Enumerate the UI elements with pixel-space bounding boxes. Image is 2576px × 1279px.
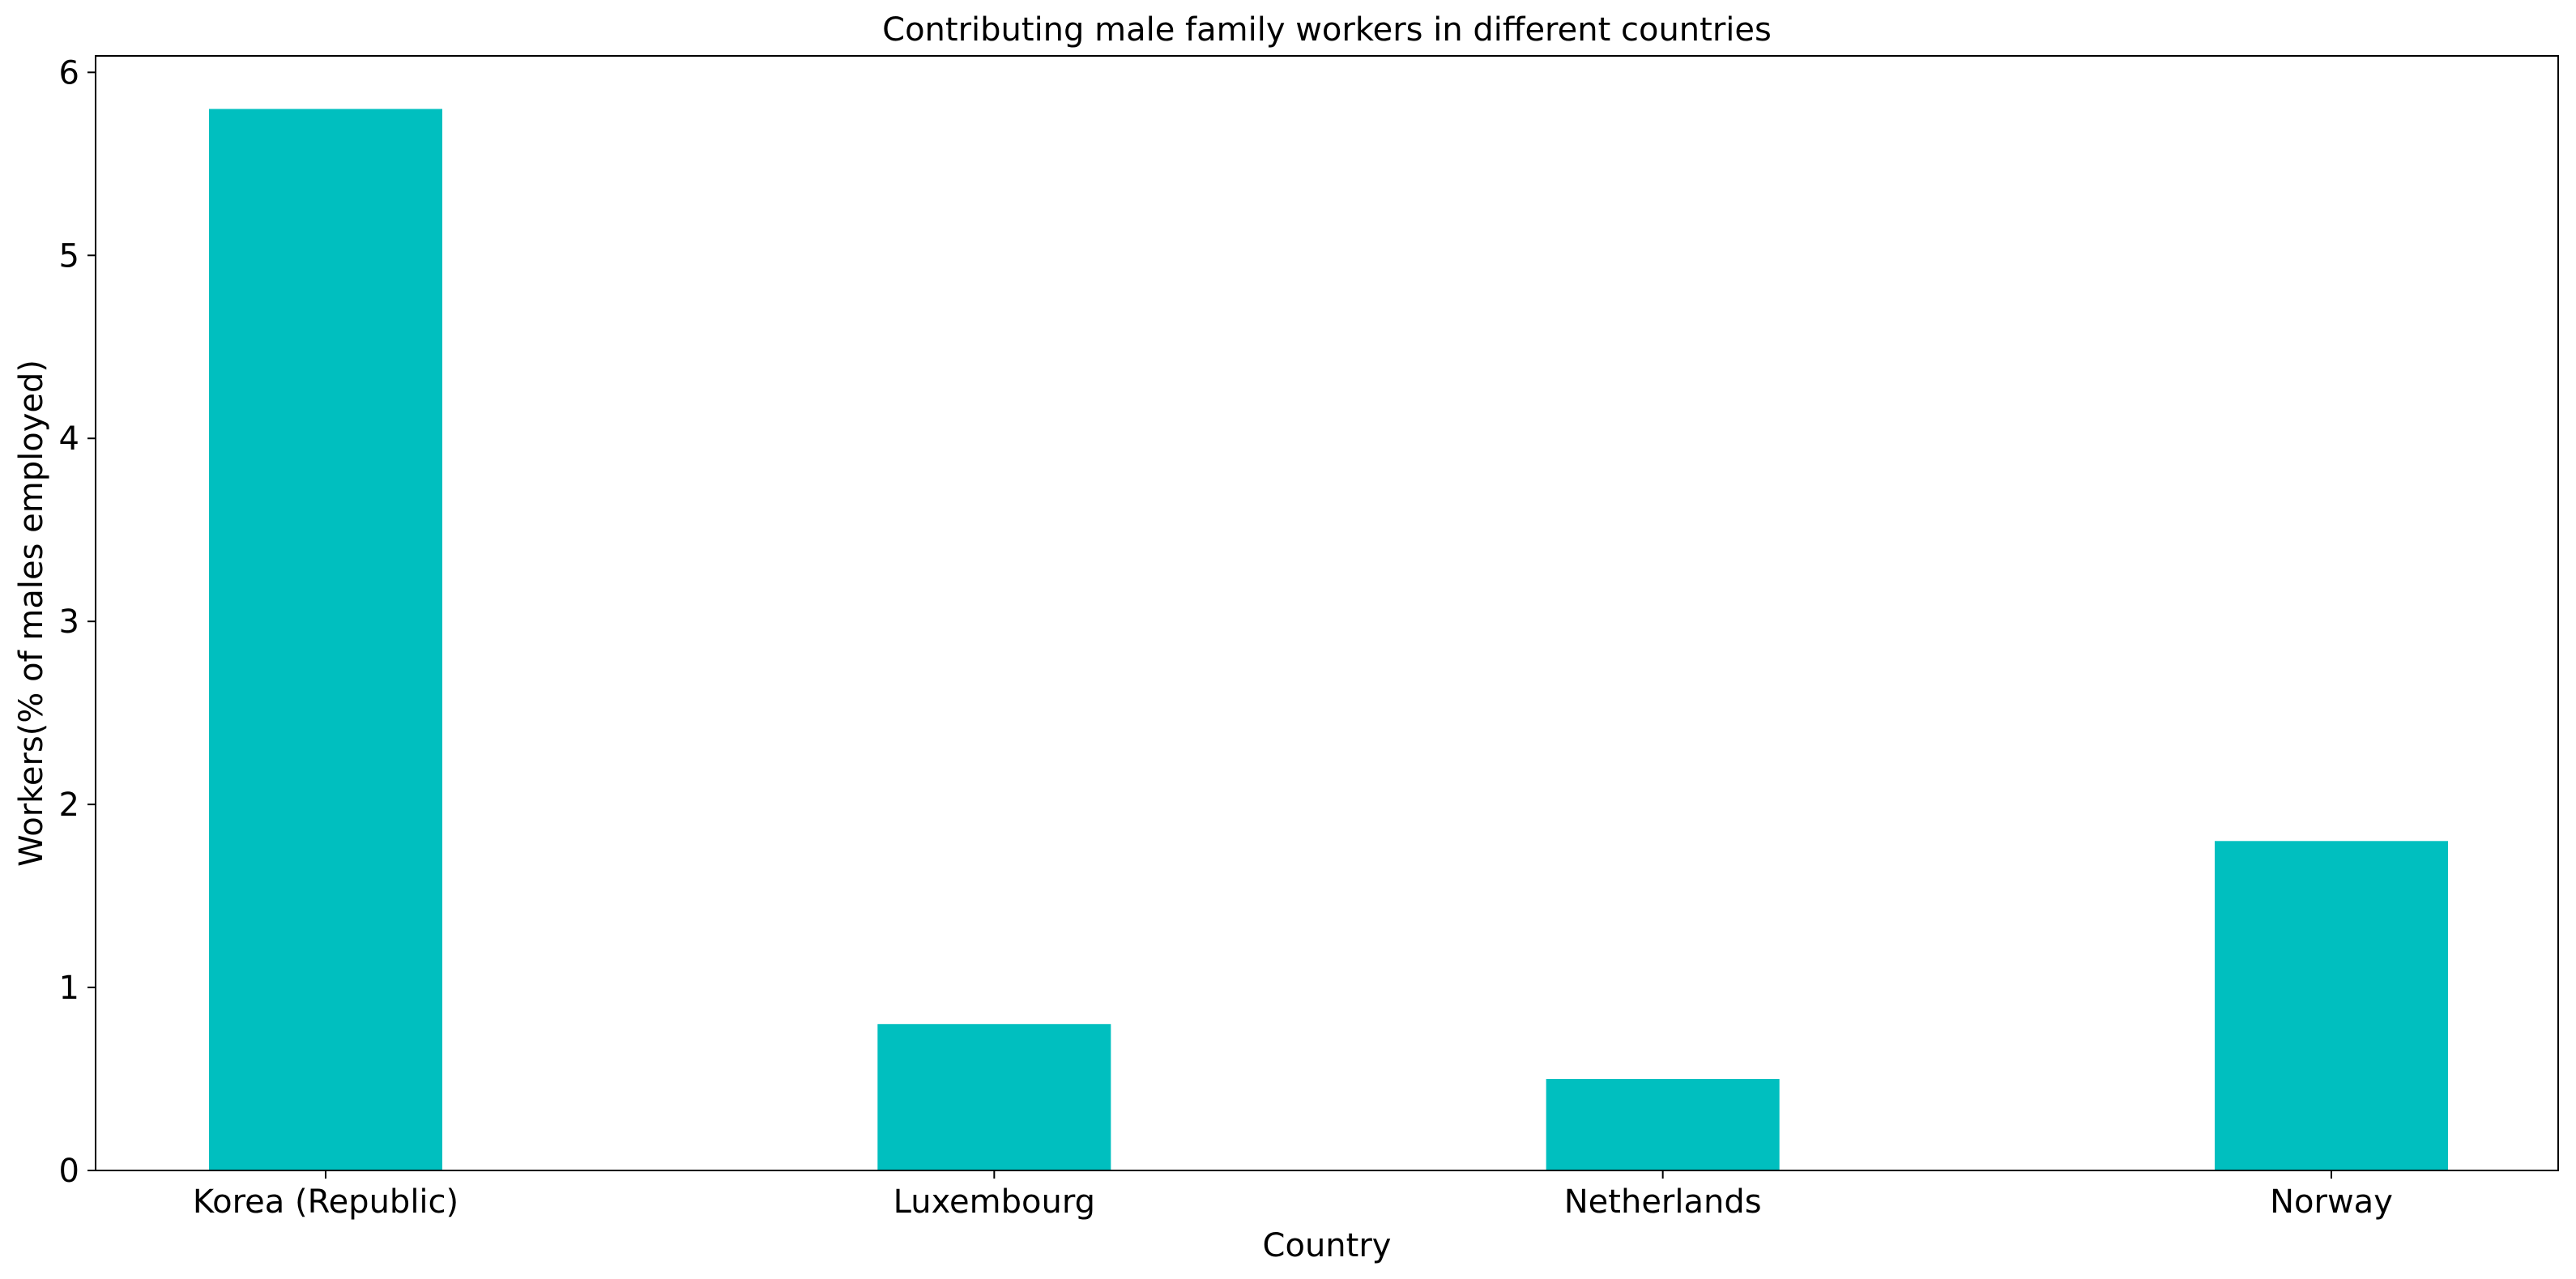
x-tick-label: Luxembourg (893, 1183, 1095, 1221)
x-tick-label: Korea (Republic) (193, 1183, 458, 1221)
y-tick-label: 3 (59, 603, 79, 641)
bar-netherlands (1546, 1079, 1780, 1170)
y-tick-label: 2 (59, 787, 79, 824)
bar-korea-republic (209, 109, 442, 1170)
chart-title: Contributing male family workers in diff… (882, 11, 1772, 49)
y-tick-label: 5 (59, 237, 79, 275)
bar-norway (2215, 841, 2448, 1170)
y-tick-label: 0 (59, 1153, 79, 1190)
x-tick-label: Norway (2270, 1183, 2393, 1221)
plot-frame (95, 55, 2559, 1171)
y-tick-label: 4 (59, 420, 79, 458)
bars-layer (209, 109, 2448, 1170)
x-axis-label: Country (1263, 1227, 1392, 1264)
y-tick-label: 6 (59, 54, 79, 92)
bar-luxembourg (877, 1024, 1111, 1170)
y-axis-label: Workers(% of males employed) (13, 360, 50, 867)
y-axis-ticks: 0 1 2 3 4 5 6 (59, 54, 96, 1190)
y-tick-label: 1 (59, 970, 79, 1007)
x-axis-ticks: Korea (Republic) Luxembourg Netherlands Nor… (193, 1170, 2393, 1221)
x-tick-label: Netherlands (1564, 1183, 1762, 1221)
